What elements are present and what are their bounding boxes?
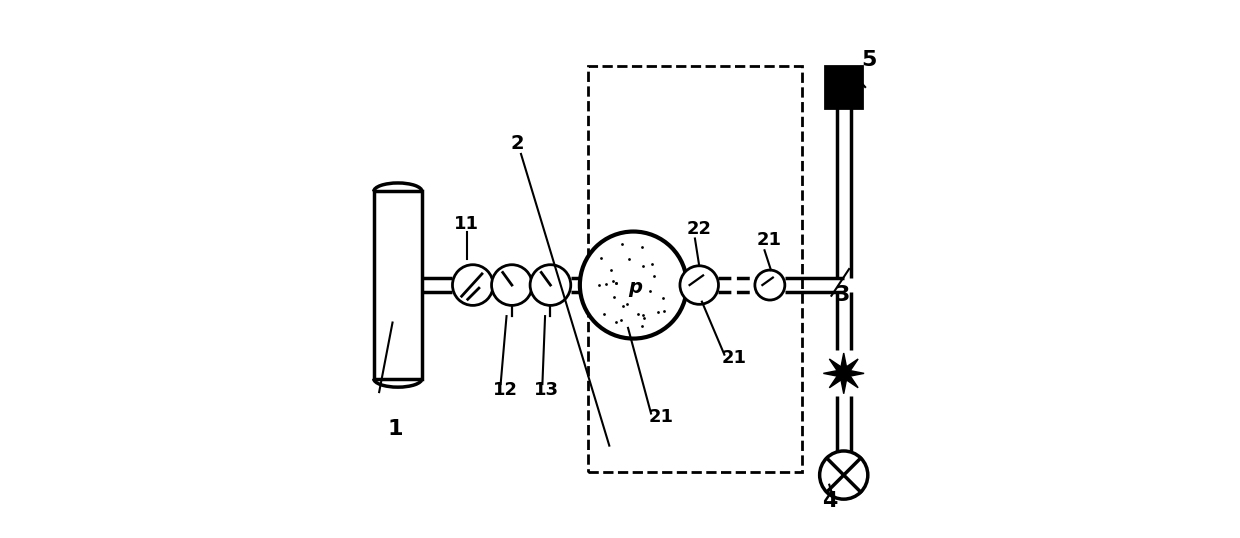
Circle shape bbox=[820, 451, 868, 499]
Text: 12: 12 bbox=[492, 381, 517, 399]
Circle shape bbox=[755, 270, 785, 300]
Polygon shape bbox=[830, 359, 843, 373]
Polygon shape bbox=[843, 373, 858, 388]
Text: 21: 21 bbox=[756, 231, 781, 249]
Text: 2: 2 bbox=[511, 133, 525, 153]
Bar bbox=[588, 66, 802, 472]
Text: 4: 4 bbox=[822, 491, 838, 511]
Polygon shape bbox=[843, 359, 858, 373]
Text: 21: 21 bbox=[722, 349, 746, 367]
Text: 22: 22 bbox=[687, 220, 712, 238]
Text: 11: 11 bbox=[454, 215, 479, 233]
Bar bbox=[825, 66, 863, 109]
Text: 3: 3 bbox=[835, 285, 849, 305]
Polygon shape bbox=[823, 371, 843, 376]
Circle shape bbox=[453, 265, 494, 306]
Text: 13: 13 bbox=[534, 381, 559, 399]
Polygon shape bbox=[830, 373, 843, 388]
Circle shape bbox=[580, 231, 687, 338]
Polygon shape bbox=[841, 373, 847, 394]
Bar bbox=[373, 192, 422, 379]
Text: 21: 21 bbox=[649, 408, 673, 426]
Text: p: p bbox=[627, 278, 642, 297]
Text: 5: 5 bbox=[861, 49, 877, 69]
Polygon shape bbox=[843, 371, 864, 376]
Text: 1: 1 bbox=[387, 419, 403, 439]
Polygon shape bbox=[841, 353, 847, 373]
Circle shape bbox=[680, 266, 718, 305]
Circle shape bbox=[529, 265, 570, 306]
Circle shape bbox=[491, 265, 532, 306]
